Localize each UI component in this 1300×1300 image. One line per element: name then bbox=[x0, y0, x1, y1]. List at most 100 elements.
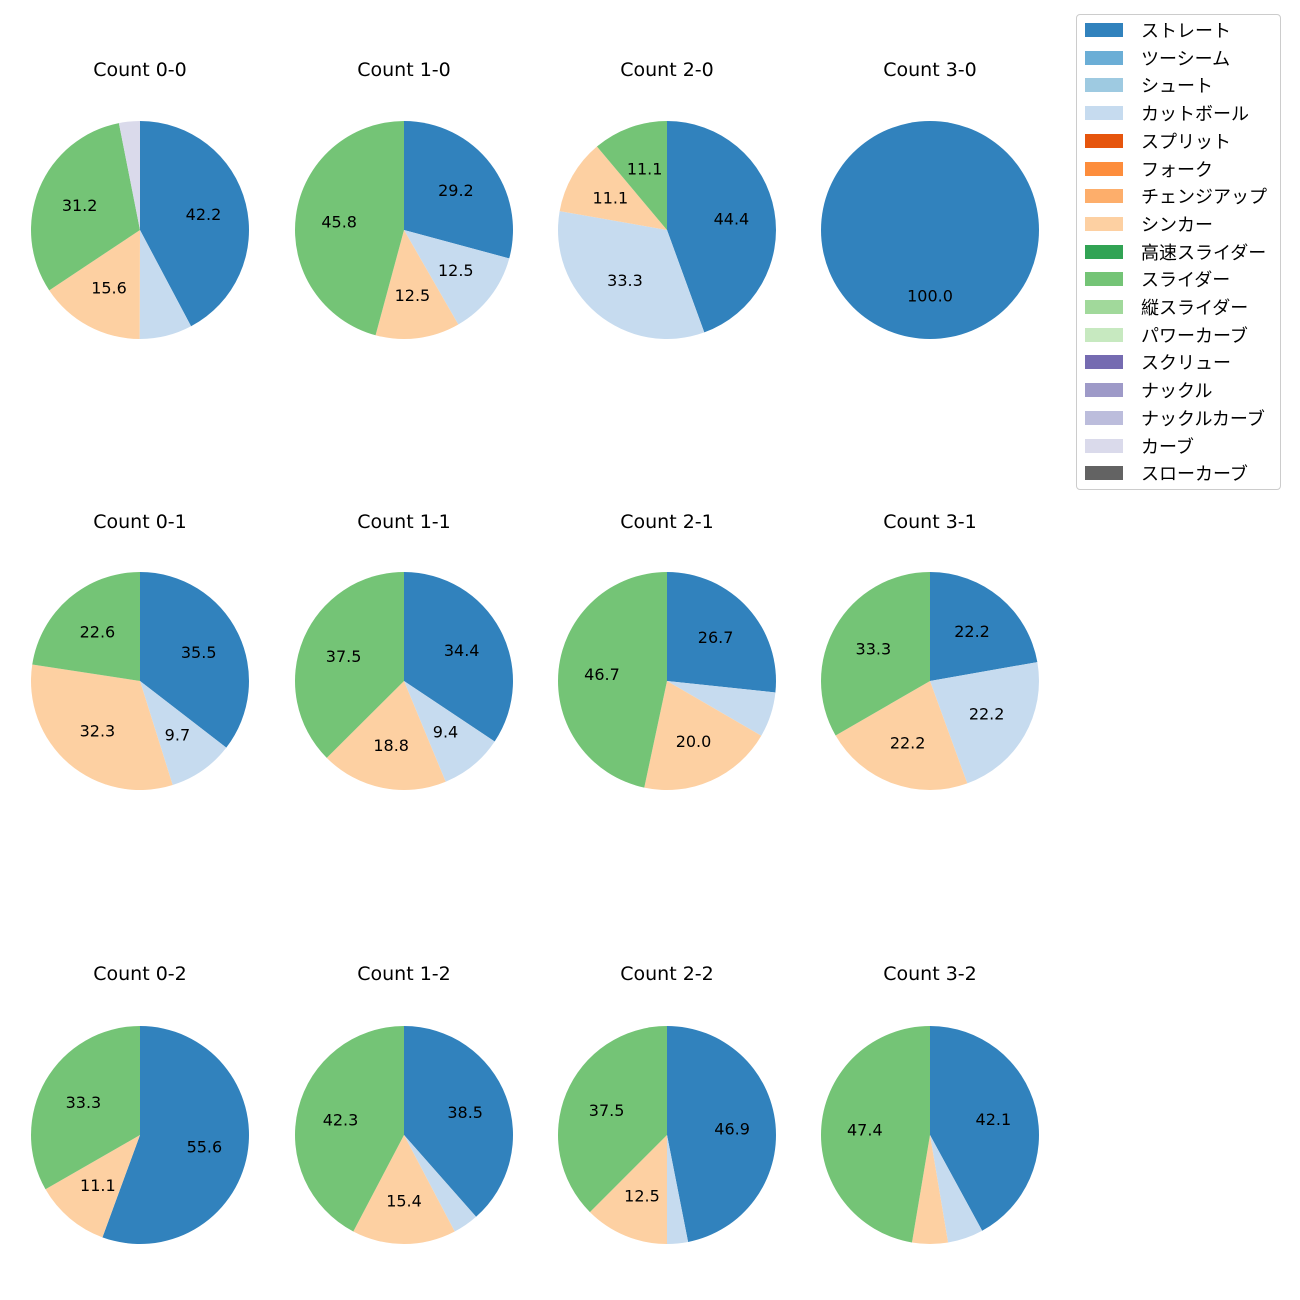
slice-label: 42.3 bbox=[323, 1110, 359, 1129]
legend-item: 縦スライダー bbox=[1085, 294, 1248, 320]
pie-5: Count 0-1 35.5 9.7 32.3 22.6 bbox=[30, 511, 249, 790]
pie-slice bbox=[558, 572, 667, 788]
pie-slice bbox=[930, 662, 1039, 784]
pie-slice bbox=[30, 664, 173, 790]
pie-slice bbox=[404, 681, 495, 782]
slice-label: 12.5 bbox=[438, 261, 474, 280]
legend-swatch bbox=[1085, 50, 1123, 65]
pie-12: Count 3-2 42.1 47.4 bbox=[820, 963, 1039, 1245]
legend-label: スプリット bbox=[1141, 131, 1231, 153]
legend-swatch bbox=[1085, 244, 1123, 259]
pie-slice bbox=[404, 1135, 477, 1232]
slice-label: 12.5 bbox=[395, 286, 431, 305]
legend-label: ツーシーム bbox=[1141, 48, 1231, 70]
slice-label: 15.4 bbox=[386, 1191, 422, 1210]
pie-title: Count 1-2 bbox=[357, 963, 451, 985]
slice-label: 11.1 bbox=[80, 1176, 116, 1195]
pie-title: Count 2-0 bbox=[620, 59, 714, 81]
pie-slice bbox=[404, 230, 510, 325]
slice-label: 34.4 bbox=[444, 641, 480, 660]
pie-title: Count 2-2 bbox=[620, 963, 714, 985]
slice-label: 22.2 bbox=[969, 705, 1005, 724]
legend-label: チェンジアップ bbox=[1141, 187, 1267, 209]
legend-item: ツーシーム bbox=[1085, 45, 1230, 71]
legend-item: チェンジアップ bbox=[1085, 183, 1267, 209]
pie-slice bbox=[589, 1135, 667, 1244]
slice-label: 45.8 bbox=[321, 212, 357, 231]
pie-slice bbox=[295, 121, 404, 336]
pie-8: Count 3-1 22.2 22.2 22.2 33.3 bbox=[821, 511, 1039, 790]
pie-title: Count 0-0 bbox=[93, 59, 187, 81]
pie-slice bbox=[295, 1026, 404, 1232]
legend-item: スプリット bbox=[1085, 128, 1231, 154]
pie-slice bbox=[930, 572, 1038, 681]
pie-slice bbox=[139, 230, 192, 339]
slice-label: 22.2 bbox=[890, 733, 926, 752]
slice-label: 22.2 bbox=[954, 622, 990, 641]
pie-9: Count 0-2 55.6 11.1 33.3 bbox=[31, 963, 249, 1244]
slice-label: 26.7 bbox=[698, 628, 734, 647]
pie-title: Count 1-1 bbox=[357, 511, 451, 533]
legend-item: シンカー bbox=[1085, 211, 1213, 237]
legend-label: 高速スライダー bbox=[1141, 242, 1267, 264]
legend-swatch bbox=[1085, 216, 1123, 231]
pie-slice bbox=[31, 1026, 141, 1190]
pie-slice bbox=[32, 572, 140, 681]
legend-swatch bbox=[1085, 23, 1123, 37]
slice-label: 22.6 bbox=[80, 622, 116, 641]
slice-label: 35.5 bbox=[181, 643, 217, 662]
legend-item: パワーカーブ bbox=[1085, 322, 1248, 348]
legend-swatch bbox=[1085, 438, 1123, 453]
slice-label: 11.1 bbox=[593, 188, 629, 207]
legend-swatch bbox=[1085, 272, 1123, 287]
pie-slice bbox=[118, 121, 140, 230]
legend-swatch bbox=[1085, 161, 1123, 176]
pie-slice bbox=[404, 121, 513, 259]
pie-slice bbox=[667, 121, 776, 333]
pie-6: Count 1-1 34.4 9.4 18.8 37.5 bbox=[295, 511, 513, 790]
pie-slice bbox=[911, 1135, 949, 1245]
legend-item: フォーク bbox=[1085, 156, 1213, 182]
legend-swatch bbox=[1085, 300, 1123, 314]
pie-title: Count 1-0 bbox=[357, 59, 451, 81]
slice-label: 47.4 bbox=[847, 1121, 883, 1140]
pie-slice bbox=[667, 1026, 776, 1242]
legend-item: ナックルカーブ bbox=[1085, 405, 1265, 431]
legend-label: ナックル bbox=[1141, 381, 1213, 403]
legend-label: シンカー bbox=[1141, 214, 1213, 236]
legend-swatch bbox=[1085, 355, 1123, 370]
slice-label: 9.7 bbox=[165, 726, 190, 745]
slice-label: 100.0 bbox=[907, 286, 953, 305]
legend-label: スローカーブ bbox=[1141, 464, 1248, 486]
legend-label: ストレート bbox=[1141, 21, 1231, 42]
pie-slice bbox=[835, 681, 968, 790]
legend-label: スライダー bbox=[1141, 270, 1231, 292]
pie-slice bbox=[821, 121, 1039, 339]
pie-title: Count 0-1 bbox=[93, 511, 187, 533]
pie-title: Count 3-0 bbox=[883, 59, 977, 81]
pie-2: Count 1-0 29.2 12.5 12.5 45.8 bbox=[295, 59, 513, 339]
slice-label: 46.7 bbox=[584, 665, 620, 684]
legend-label: カーブ bbox=[1141, 436, 1194, 458]
legend-label: パワーカーブ bbox=[1141, 325, 1248, 347]
pie-slice bbox=[644, 681, 762, 790]
legend-item: 高速スライダー bbox=[1085, 239, 1266, 265]
pie-7: Count 2-1 26.7 20.0 46.7 bbox=[558, 511, 776, 790]
legend-item: スライダー bbox=[1085, 266, 1230, 292]
slice-label: 15.6 bbox=[91, 279, 127, 298]
pie-title: Count 3-1 bbox=[883, 511, 977, 533]
legend-swatch bbox=[1085, 189, 1123, 204]
pie-slice bbox=[559, 146, 667, 230]
slice-label: 12.5 bbox=[624, 1186, 660, 1205]
legend-item: カーブ bbox=[1085, 433, 1194, 459]
pie-slice bbox=[596, 121, 667, 230]
legend-item: ナックル bbox=[1085, 377, 1212, 403]
pie-slice bbox=[295, 572, 404, 758]
pie-slice bbox=[558, 1026, 667, 1213]
pie-slice bbox=[353, 1135, 455, 1244]
legend-swatch bbox=[1085, 327, 1123, 342]
pie-slice bbox=[667, 1135, 689, 1244]
pie-4: Count 3-0 100.0 bbox=[821, 59, 1039, 339]
slice-label: 55.6 bbox=[187, 1137, 223, 1156]
pie-slice bbox=[667, 572, 776, 693]
